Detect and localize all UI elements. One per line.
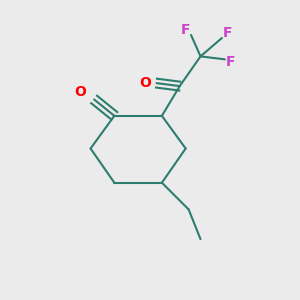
Text: F: F [226,55,235,69]
Text: O: O [74,85,86,99]
Text: F: F [181,22,190,37]
Text: F: F [223,26,232,40]
Text: O: O [140,76,152,90]
